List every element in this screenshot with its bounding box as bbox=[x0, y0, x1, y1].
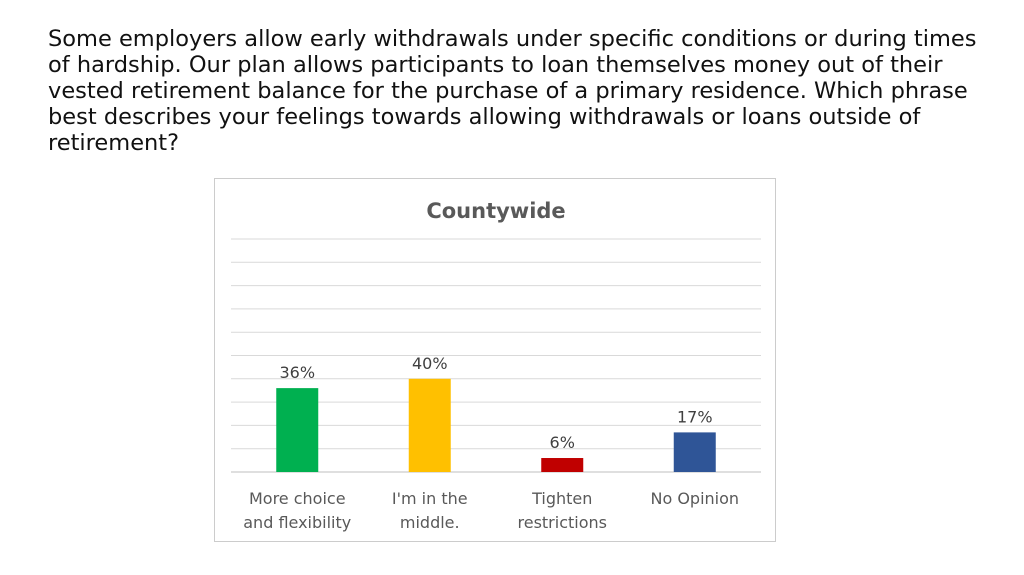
data-label: 36% bbox=[279, 363, 315, 382]
data-label: 6% bbox=[550, 433, 575, 452]
category-label: and flexibility bbox=[243, 513, 351, 532]
bar bbox=[541, 458, 584, 472]
bar bbox=[276, 388, 319, 472]
category-label: Tighten bbox=[531, 489, 592, 508]
category-label: No Opinion bbox=[650, 489, 739, 508]
data-label: 17% bbox=[677, 407, 713, 426]
chart-area: Countywide 36% More choice and flexibility 4… bbox=[214, 178, 776, 542]
category-label: middle. bbox=[400, 513, 460, 532]
category-label: restrictions bbox=[518, 513, 607, 532]
bar bbox=[673, 432, 716, 472]
bar bbox=[408, 378, 451, 472]
category-label: I'm in the bbox=[392, 489, 468, 508]
question-text: Some employers allow early withdrawals u… bbox=[48, 26, 977, 156]
chart-title: Countywide bbox=[426, 199, 565, 223]
bar-chart: Countywide 36% More choice and flexibility 4… bbox=[231, 199, 761, 532]
category-label: More choice bbox=[249, 489, 346, 508]
data-label: 40% bbox=[412, 354, 448, 373]
